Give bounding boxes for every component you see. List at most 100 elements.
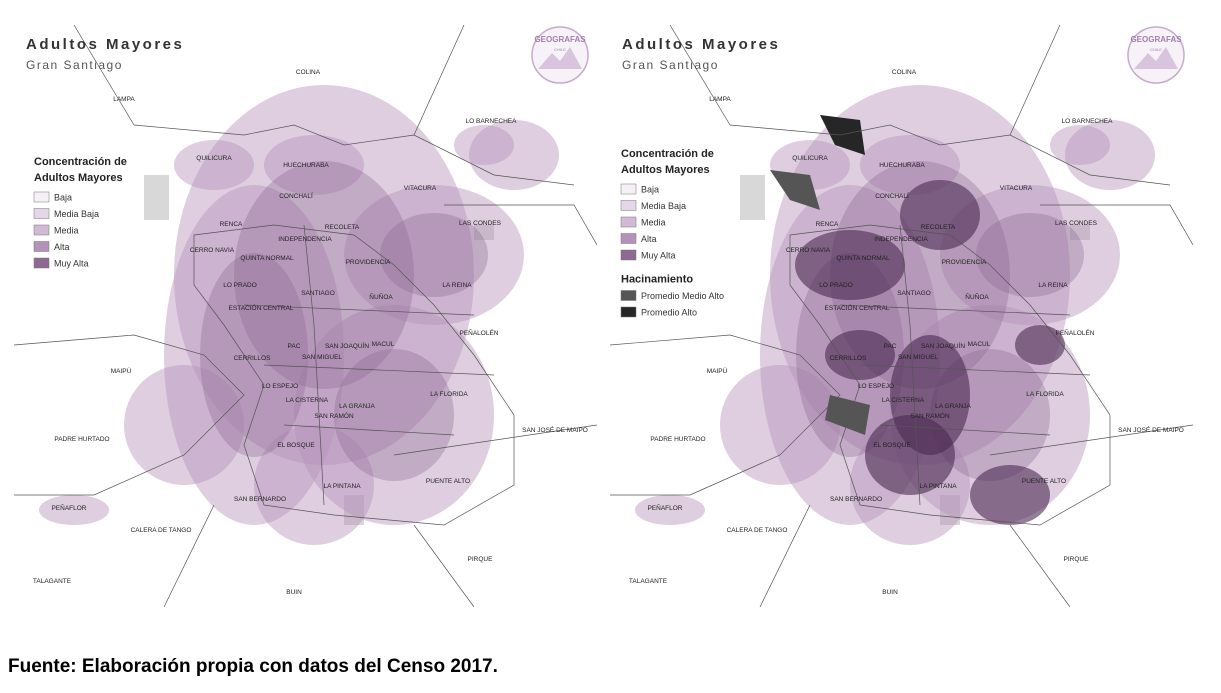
density-area bbox=[124, 365, 244, 485]
boundary bbox=[14, 334, 245, 496]
boundary bbox=[193, 224, 515, 526]
boundary bbox=[283, 424, 455, 436]
logo-text: CHILE bbox=[554, 47, 566, 52]
commune-label: LO BARNECHEA bbox=[466, 118, 518, 125]
commune-label: QUINTA NORMAL bbox=[836, 255, 890, 262]
commune-label: CALERA DE TANGO bbox=[727, 527, 788, 534]
commune-label: SAN MIGUEL bbox=[898, 354, 938, 361]
boundary bbox=[303, 224, 325, 506]
density-area bbox=[454, 125, 514, 165]
density-area bbox=[1065, 120, 1155, 190]
density-area bbox=[720, 365, 840, 485]
density-area bbox=[174, 85, 474, 465]
legend-swatch bbox=[620, 290, 637, 301]
commune-label: QUILICURA bbox=[792, 155, 828, 162]
boundary bbox=[444, 204, 597, 246]
commune-label: LO PRADO bbox=[819, 282, 853, 289]
density-area bbox=[254, 425, 374, 545]
density-area bbox=[234, 161, 414, 389]
commune-label: INDEPENDENCIA bbox=[278, 236, 332, 243]
boundary bbox=[759, 504, 811, 607]
commune-label: LO ESPEJO bbox=[858, 383, 894, 390]
commune-label: PUENTE ALTO bbox=[426, 478, 470, 485]
legend-swatch bbox=[620, 200, 637, 211]
overcrowding-area bbox=[770, 170, 820, 210]
density-area bbox=[825, 330, 895, 380]
commune-label: PEÑALOLÉN bbox=[1055, 328, 1094, 337]
commune-label: LA FLORIDA bbox=[1026, 391, 1064, 398]
commune-label: COLINA bbox=[296, 69, 321, 76]
commune-label: ÑUÑOA bbox=[369, 292, 393, 301]
density-area bbox=[39, 495, 109, 525]
commune-label: SAN JOAQUÍN bbox=[325, 341, 369, 350]
map-subtitle: Gran Santiago bbox=[26, 58, 123, 72]
legend-swatch bbox=[620, 233, 637, 244]
commune-label: CERRO NAVIA bbox=[786, 247, 831, 254]
legend-label: Muy Alta bbox=[641, 251, 676, 261]
commune-label: QUINTA NORMAL bbox=[240, 255, 294, 262]
legend-swatch bbox=[33, 257, 50, 269]
boundary bbox=[669, 25, 731, 126]
density-area bbox=[865, 415, 955, 495]
commune-label: VITACURA bbox=[1000, 185, 1033, 192]
commune-label: LO BARNECHEA bbox=[1062, 118, 1114, 125]
commune-label: PUENTE ALTO bbox=[1022, 478, 1066, 485]
commune-label: PAC bbox=[288, 343, 301, 350]
commune-label: PEÑALOLÉN bbox=[459, 328, 498, 337]
commune-label: LA GRANJA bbox=[339, 403, 375, 410]
commune-label: EL BOSQUE bbox=[873, 442, 911, 449]
boundary bbox=[989, 424, 1193, 456]
commune-label: BUIN bbox=[286, 589, 302, 596]
map-content bbox=[610, 25, 1193, 607]
density-area bbox=[334, 349, 454, 481]
urban-area bbox=[474, 225, 494, 240]
commune-label: PADRE HURTADO bbox=[54, 436, 109, 443]
legend-title: Concentración de bbox=[621, 148, 714, 160]
commune-label: LA PINTANA bbox=[919, 483, 957, 490]
commune-label: LAS CONDES bbox=[459, 220, 502, 227]
density-area bbox=[344, 185, 524, 325]
commune-label: HUECHURABA bbox=[879, 162, 925, 169]
logo-mountain bbox=[538, 47, 582, 69]
legend-swatch bbox=[620, 183, 637, 195]
commune-label: CONCHALÍ bbox=[279, 191, 313, 200]
legend-swatch bbox=[33, 208, 50, 219]
map: COLINA LAMPA LO BARNECHEA QUILICURA HUECHURA… bbox=[14, 25, 597, 607]
commune-label: PIRQUE bbox=[1064, 556, 1090, 563]
commune-label: LAMPA bbox=[113, 96, 135, 103]
boundary bbox=[73, 25, 135, 126]
legend-label: Baja bbox=[641, 185, 659, 195]
commune-label: RENCA bbox=[220, 221, 243, 228]
boundary bbox=[133, 124, 575, 186]
commune-label: LO ESPEJO bbox=[262, 383, 298, 390]
density-area bbox=[264, 135, 364, 195]
urban-area bbox=[1070, 225, 1090, 240]
commune-label: SAN JOSÉ DE MAIPO bbox=[1118, 425, 1184, 434]
legend-label: Media Baja bbox=[54, 209, 99, 219]
commune-label: CALERA DE TANGO bbox=[131, 527, 192, 534]
legend-label: Alta bbox=[54, 242, 70, 252]
commune-label: HUECHURABA bbox=[283, 162, 329, 169]
legend-label: Muy Alta bbox=[54, 259, 89, 269]
commune-label: RECOLETA bbox=[921, 224, 956, 231]
boundary bbox=[1009, 524, 1071, 607]
commune-label: SAN RAMÓN bbox=[910, 411, 950, 420]
commune-label: LA REINA bbox=[1038, 282, 1068, 289]
density-area bbox=[164, 185, 344, 525]
map-title: Adultos Mayores bbox=[26, 36, 184, 53]
density-area bbox=[380, 213, 488, 297]
density-area bbox=[200, 253, 308, 457]
commune-label: SAN BERNARDO bbox=[830, 496, 882, 503]
commune-label: COLINA bbox=[892, 69, 917, 76]
legend-swatch bbox=[620, 216, 637, 228]
urban-area bbox=[740, 175, 765, 220]
boundary bbox=[263, 364, 495, 376]
commune-label: PIRQUE bbox=[468, 556, 494, 563]
commune-label: SAN RAMÓN bbox=[314, 411, 354, 420]
commune-label: PROVIDENCIA bbox=[942, 259, 987, 266]
commune-label: SAN JOAQUÍN bbox=[921, 341, 965, 350]
commune-label: LA FLORIDA bbox=[430, 391, 468, 398]
caption: Fuente: Elaboración propia con datos del… bbox=[8, 656, 498, 677]
legend-title: Concentración de bbox=[34, 156, 127, 168]
boundary bbox=[1040, 204, 1193, 246]
